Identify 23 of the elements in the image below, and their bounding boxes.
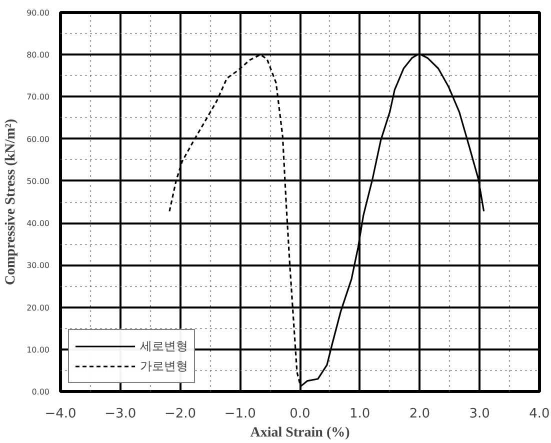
y-tick-label: 90.00 — [26, 8, 50, 18]
x-tick-label: −4.0 — [44, 406, 76, 422]
y-tick-label: 20.00 — [26, 303, 50, 312]
x-tick-label: 2.0 — [409, 406, 430, 422]
x-tick-label: 1.0 — [350, 406, 370, 422]
y-tick-label: 0.00 — [32, 388, 50, 396]
x-tick-label: 0.0 — [290, 406, 310, 422]
x-tick-label: 4.0 — [529, 406, 550, 422]
x-axis-title: Axial Strain (%) — [250, 426, 350, 440]
y-tick-label: 10.00 — [26, 345, 50, 354]
y-tick-label: 50.00 — [26, 176, 50, 186]
y-tick-label: 80.00 — [26, 50, 50, 60]
x-tick-label: −2.0 — [164, 406, 196, 422]
y-tick-label: 70.00 — [26, 92, 50, 102]
x-tick-label: −1.0 — [224, 406, 256, 422]
legend-label: 세로변형 — [140, 338, 188, 354]
y-tick-label: 30.00 — [26, 261, 50, 270]
x-tick-label: 3.0 — [469, 406, 490, 422]
y-axis-title: Compressive Stress (kN/m²) — [4, 118, 19, 286]
x-tick-label: −3.0 — [104, 406, 136, 422]
y-tick-label: 40.00 — [26, 219, 50, 228]
legend-label: 가로변형 — [140, 358, 188, 374]
y-tick-label: 60.00 — [26, 134, 50, 144]
